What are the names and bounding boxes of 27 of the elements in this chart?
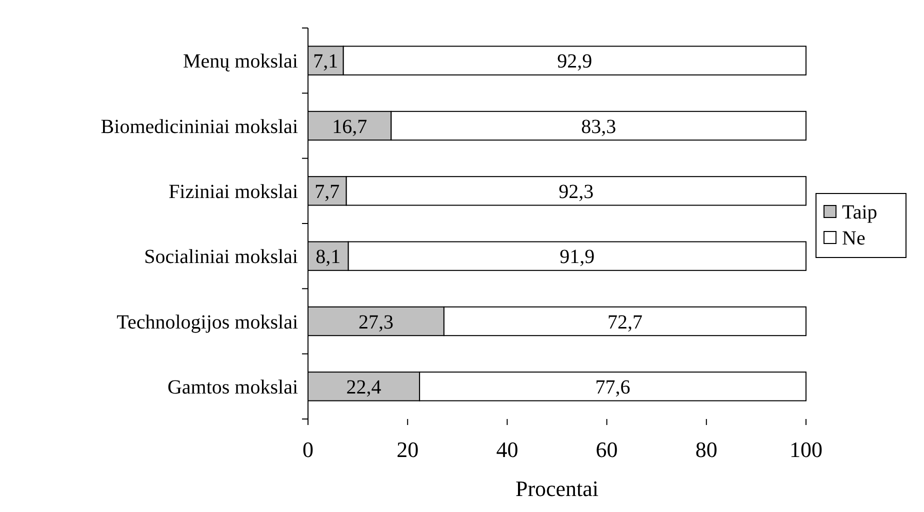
data-label: 92,9 <box>557 50 592 73</box>
x-tick-label: 60 <box>596 437 618 462</box>
y-tick-label: Menų mokslai <box>183 50 298 73</box>
data-label: 27,3 <box>358 311 394 334</box>
x-tick-label: 40 <box>496 437 518 462</box>
data-label: 92,3 <box>558 180 594 203</box>
x-tick-label: 100 <box>790 437 822 462</box>
y-tick-label: Gamtos mokslai <box>167 376 298 398</box>
data-label: 83,3 <box>581 116 616 138</box>
data-label: 72,7 <box>607 311 642 334</box>
x-axis-title: Procentai <box>515 476 599 501</box>
legend-label: Taip <box>842 202 878 224</box>
data-label: 22,4 <box>346 376 382 398</box>
data-label: 7,1 <box>313 50 338 73</box>
data-label: 77,6 <box>595 376 630 398</box>
data-label: 16,7 <box>332 116 368 138</box>
data-label: 91,9 <box>560 246 595 268</box>
y-tick-label: Biomedicininiai mokslai <box>100 116 298 138</box>
data-label: 8,1 <box>316 246 341 268</box>
y-tick-label: Fiziniai mokslai <box>168 180 298 203</box>
x-tick-label: 0 <box>302 437 314 462</box>
y-tick-label: Technologijos mokslai <box>116 311 298 334</box>
y-tick-label: Socialiniai mokslai <box>144 246 298 268</box>
data-label: 7,7 <box>314 180 340 203</box>
x-tick-label: 20 <box>396 437 419 462</box>
legend-label: Ne <box>842 228 866 250</box>
x-tick-label: 80 <box>695 437 718 462</box>
